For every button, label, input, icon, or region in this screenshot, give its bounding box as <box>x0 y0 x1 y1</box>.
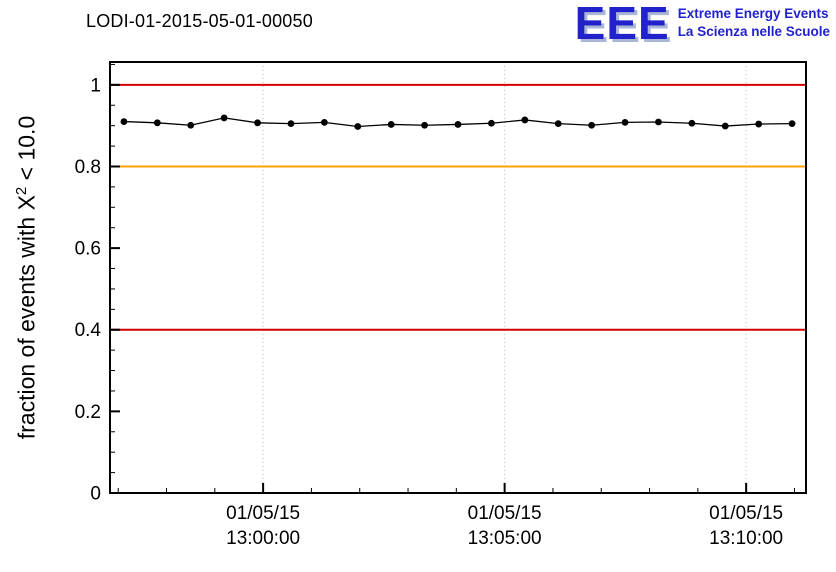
y-tick-label: 0.2 <box>75 402 101 423</box>
reference-lines <box>110 83 806 331</box>
x-tick-label-date: 01/05/15 <box>226 503 300 524</box>
data-point <box>688 119 696 127</box>
chart-title: LODI-01-2015-05-01-00050 <box>86 11 313 31</box>
data-point <box>254 119 261 127</box>
eee-logo: EEE Extreme Energy Events La Scienza nel… <box>574 0 830 49</box>
y-tick-label: 0.6 <box>75 239 101 260</box>
x-tick-label-time: 13:00:00 <box>226 528 300 549</box>
y-tick-label: 0.8 <box>75 157 101 178</box>
x-tick-label-date: 01/05/15 <box>468 503 542 524</box>
grid-layer <box>262 62 747 493</box>
eee-logo-text: Extreme Energy Events La Scienza nelle S… <box>678 5 830 40</box>
x-tick-label-time: 13:05:00 <box>468 528 542 549</box>
eee-logo-line2: La Scienza nelle Scuole <box>677 24 830 39</box>
axis-ticks-and-labels: 0 0.2 0.4 0.6 0.8 1 01/05/15 13:00:00 01/05/15 13… <box>75 63 795 549</box>
data-point <box>220 114 228 122</box>
data-point <box>320 119 328 126</box>
x-tick-label-date: 01/05/15 <box>709 503 783 524</box>
y-tick-label: 0.4 <box>75 320 102 341</box>
data-point <box>554 120 562 128</box>
y-tick-label: 0 <box>90 484 101 505</box>
data-point <box>755 120 763 128</box>
data-point <box>120 118 128 125</box>
data-point <box>153 119 161 127</box>
data-point <box>354 123 362 130</box>
x-tick-label-time: 13:10:00 <box>709 528 783 549</box>
data-point <box>721 122 729 130</box>
eee-logo-line1: Extreme Energy Events <box>677 6 829 21</box>
data-point <box>521 116 529 124</box>
eee-logo-mark: EEE <box>574 0 670 49</box>
data-point <box>488 119 495 127</box>
data-point <box>187 121 195 129</box>
data-point <box>454 121 462 128</box>
data-series <box>120 114 796 130</box>
data-point <box>621 119 629 126</box>
data-point <box>588 121 596 129</box>
data-point <box>387 121 395 128</box>
data-point <box>788 120 796 128</box>
data-point <box>287 120 295 128</box>
plot-frame <box>109 61 807 494</box>
y-tick-label: 1 <box>90 75 101 96</box>
data-point <box>421 121 428 129</box>
data-point <box>655 118 662 126</box>
